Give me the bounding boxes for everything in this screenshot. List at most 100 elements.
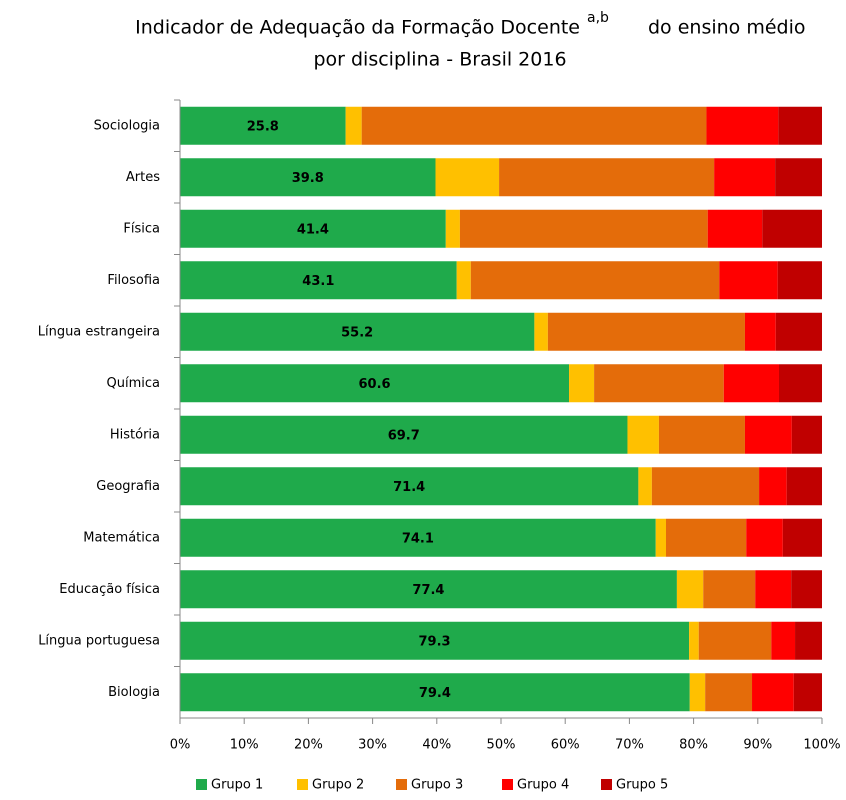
- bar-segment: [775, 158, 822, 197]
- legend-swatch: [601, 779, 612, 790]
- y-tick-label: Artes: [126, 170, 160, 185]
- bar-segment: [759, 467, 787, 506]
- bar-segment: [786, 467, 822, 506]
- bar-segment: [345, 106, 362, 145]
- bar-segment: [499, 158, 715, 197]
- data-label: 55.2: [341, 325, 373, 340]
- bar-segment: [180, 209, 446, 248]
- bar-segment: [180, 312, 535, 351]
- bar-segment: [723, 364, 779, 403]
- data-label: 39.8: [292, 171, 324, 186]
- legend-label: Grupo 2: [312, 778, 364, 793]
- bar-segment: [703, 570, 756, 609]
- x-tick-label: 100%: [803, 738, 840, 753]
- y-tick-label: Filosofia: [107, 273, 160, 288]
- bar-segment: [777, 261, 822, 300]
- y-tick-label: Educação física: [59, 582, 160, 597]
- chart-title: do ensino médio: [648, 17, 806, 39]
- bar-segment: [361, 106, 707, 145]
- bar-segment: [698, 621, 772, 660]
- legend-label: Grupo 4: [517, 778, 569, 793]
- bar-segment: [778, 106, 822, 145]
- bar-segment: [689, 673, 706, 712]
- y-tick-label: Língua portuguesa: [38, 633, 160, 648]
- legend-swatch: [502, 779, 513, 790]
- title-superscript: a,b: [587, 10, 609, 26]
- bar-segment: [706, 106, 779, 145]
- x-tick-label: 10%: [230, 738, 259, 753]
- bar-segment: [755, 570, 792, 609]
- data-label: 71.4: [393, 480, 425, 495]
- legend-label: Grupo 5: [616, 778, 668, 793]
- data-label: 79.4: [419, 686, 451, 701]
- data-label: 77.4: [412, 583, 444, 598]
- y-tick-label: Química: [107, 376, 160, 391]
- y-tick-label: Biologia: [108, 685, 160, 700]
- y-tick-label: Língua estrangeira: [38, 324, 160, 339]
- chart-title: Indicador de Adequação da Formação Docen…: [135, 17, 580, 39]
- bar-segment: [791, 570, 822, 609]
- bar-segment: [744, 415, 792, 454]
- bar-segment: [180, 415, 628, 454]
- legend-swatch: [396, 779, 407, 790]
- data-label: 60.6: [358, 377, 390, 392]
- bar-segment: [795, 621, 822, 660]
- bar-segment: [180, 673, 690, 712]
- data-label: 43.1: [302, 274, 334, 289]
- x-tick-label: 90%: [743, 738, 772, 753]
- chart-title: por disciplina - Brasil 2016: [313, 49, 566, 71]
- bar-segment: [744, 312, 776, 351]
- bar-segment: [771, 621, 796, 660]
- bar-segment: [689, 621, 699, 660]
- bar-segment: [459, 209, 708, 248]
- legend-swatch: [297, 779, 308, 790]
- legend-swatch: [196, 779, 207, 790]
- data-label: 74.1: [402, 531, 434, 546]
- bar-segment: [180, 570, 677, 609]
- bar-segment: [705, 673, 753, 712]
- x-tick-label: 20%: [294, 738, 323, 753]
- x-tick-label: 50%: [487, 738, 516, 753]
- bar-segment: [638, 467, 652, 506]
- bar-segment: [534, 312, 548, 351]
- x-tick-label: 30%: [358, 738, 387, 753]
- bar-segment: [782, 518, 822, 557]
- x-tick-label: 40%: [422, 738, 451, 753]
- bar-segment: [791, 415, 822, 454]
- data-label: 79.3: [419, 634, 451, 649]
- bar-segment: [594, 364, 724, 403]
- data-label: 69.7: [388, 428, 420, 443]
- bar-segment: [180, 364, 570, 403]
- y-tick-label: História: [110, 427, 160, 442]
- bar-segment: [752, 673, 794, 712]
- x-tick-label: 70%: [615, 738, 644, 753]
- bar-segment: [470, 261, 720, 300]
- bar-segment: [627, 415, 659, 454]
- bar-segment: [180, 158, 436, 197]
- bar-segment: [793, 673, 822, 712]
- x-tick-label: 0%: [170, 738, 191, 753]
- data-label: 41.4: [297, 222, 329, 237]
- data-label: 25.8: [247, 119, 279, 134]
- bar-segment: [719, 261, 778, 300]
- bar-segment: [180, 621, 690, 660]
- bar-segment: [778, 364, 822, 403]
- x-tick-label: 80%: [679, 738, 708, 753]
- bar-segment: [569, 364, 595, 403]
- bar-segment: [180, 518, 656, 557]
- y-tick-label: Matemática: [83, 530, 160, 545]
- bar-segment: [775, 312, 822, 351]
- bar-segment: [714, 158, 776, 197]
- bar-segment: [456, 261, 471, 300]
- legend-label: Grupo 1: [211, 778, 263, 793]
- bar-segment: [547, 312, 745, 351]
- bar-segment: [658, 415, 745, 454]
- bar-segment: [746, 518, 783, 557]
- y-tick-label: Geografia: [96, 479, 160, 494]
- bar-segment: [655, 518, 666, 557]
- y-tick-label: Sociologia: [94, 118, 160, 133]
- y-tick-label: Física: [123, 221, 160, 236]
- bar-segment: [676, 570, 704, 609]
- legend-label: Grupo 3: [411, 778, 463, 793]
- bar-segment: [435, 158, 500, 197]
